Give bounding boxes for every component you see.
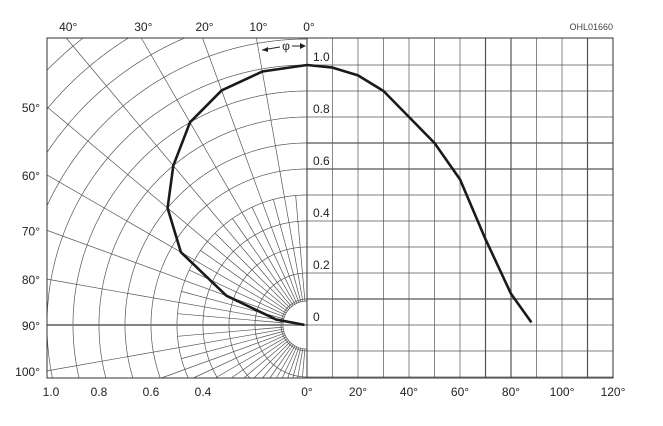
polar-radial-line — [276, 345, 296, 379]
polar-radius-label: 0.4 — [195, 385, 212, 399]
y-tick-label: 1.0 — [313, 50, 330, 64]
polar-radial-line — [200, 250, 288, 312]
polar-radial-line — [287, 347, 300, 379]
polar-circle — [202, 220, 307, 378]
polar-radial-line — [65, 37, 292, 307]
polar-radial-line — [46, 230, 285, 318]
polar-angle-label: 80° — [22, 273, 40, 287]
polar-radial-line — [269, 344, 294, 379]
polar-radial-line — [251, 207, 298, 304]
curves — [166, 63, 533, 327]
y-tick-label: 0 — [313, 310, 320, 324]
polar-radial-line — [189, 269, 286, 316]
polar-radial-line — [215, 336, 287, 379]
polar-radial-line — [46, 174, 287, 314]
polar-radius-label: 0° — [301, 385, 313, 399]
x-tick-label: 100° — [550, 385, 575, 399]
polar-angle-label: 100° — [15, 365, 40, 379]
polar-radial-line — [181, 330, 284, 359]
y-tick-label: 0.6 — [313, 154, 330, 168]
x-tick-label: 120° — [601, 385, 626, 399]
polar-radial-line — [297, 348, 304, 379]
polar-radial-line — [46, 328, 284, 372]
polar-grid — [46, 37, 308, 379]
polar-radius-label: 1.0 — [43, 385, 60, 399]
polar-radial-line — [292, 348, 302, 379]
polar-radial-line — [177, 313, 283, 324]
polar-angle-label: 20° — [195, 20, 213, 34]
polar-circle — [46, 38, 307, 206]
x-tick-label: 20° — [349, 385, 367, 399]
polar-angle-label: 40° — [59, 20, 77, 34]
polar-circle — [124, 142, 307, 378]
polar-radial-line — [231, 338, 288, 379]
polar-radial-line — [243, 340, 289, 379]
cartesian-curve — [306, 63, 533, 324]
polar-radial-line — [253, 341, 291, 379]
x-tick-label: 60° — [451, 385, 469, 399]
polar-radial-line — [302, 349, 306, 379]
polar-radial-line — [140, 37, 296, 305]
plot-frame — [46, 37, 614, 379]
polar-circle — [98, 116, 307, 379]
cartesian-grid — [47, 38, 614, 378]
polar-radial-line — [295, 195, 306, 301]
polar-angle-label: 30° — [134, 20, 152, 34]
polar-radial-line — [46, 278, 284, 322]
figure-code: OHL01660 — [569, 22, 613, 32]
phi-label: φ — [282, 39, 290, 53]
polar-circle — [47, 37, 184, 152]
polar-circle — [46, 38, 129, 110]
polar-circle — [228, 246, 307, 379]
polar-radial-line — [177, 326, 283, 337]
phi-arrowhead-left — [262, 47, 268, 52]
polar-radial-line — [232, 218, 294, 306]
polar-curve — [166, 63, 308, 327]
y-tick-label: 0.8 — [313, 102, 330, 116]
y-tick-label: 0.4 — [313, 206, 330, 220]
polar-radial-line — [262, 343, 292, 379]
polar-circle — [72, 90, 307, 378]
polar-radial-line — [202, 37, 300, 303]
polar-radial-line — [214, 232, 291, 309]
y-tick-label: 0.2 — [313, 258, 330, 272]
polar-radius-label: 0.6 — [143, 385, 160, 399]
polar-radial-line — [273, 199, 302, 302]
polar-radial-line — [161, 332, 285, 379]
polar-radius-label: 0.8 — [91, 385, 108, 399]
polar-radial-line — [281, 346, 298, 379]
polar-circle — [46, 64, 307, 378]
polar-angle-label: 10° — [249, 20, 267, 34]
phi-arrowhead-right — [300, 43, 306, 49]
polar-angle-label: 0° — [303, 20, 315, 34]
x-tick-label: 80° — [502, 385, 520, 399]
phi-indicator: φ — [261, 39, 306, 53]
polar-angle-label: 70° — [22, 224, 40, 238]
polar-circle — [176, 194, 307, 379]
labels: 40° 30° 20° 10° 0°50°60°70°80°90°100°1.0 0.8 0… — [15, 20, 625, 399]
polar-angle-label: 60° — [22, 169, 40, 183]
polar-angle-label: 90° — [22, 319, 40, 333]
polar-radial-line — [256, 37, 304, 302]
polar-circle — [47, 37, 84, 71]
polar-radial-line — [193, 334, 286, 379]
polar-circle — [150, 168, 307, 378]
x-tick-label: 40° — [400, 385, 418, 399]
polar-angle-label: 50° — [22, 101, 40, 115]
